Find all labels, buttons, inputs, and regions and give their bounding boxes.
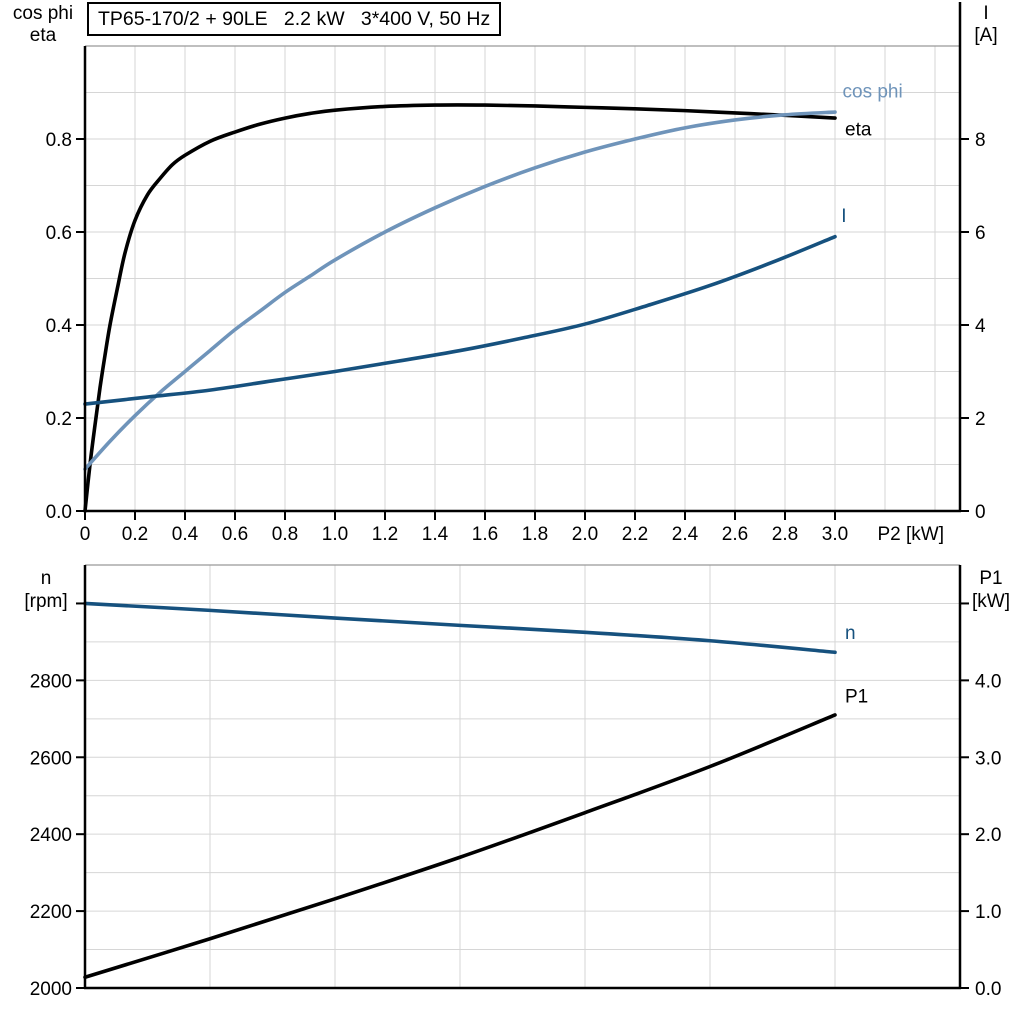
right-axis-tick-label: 1.0 bbox=[975, 902, 1001, 923]
left-axis-tick-label: 0.2 bbox=[46, 409, 72, 430]
right-axis-title-line1: I bbox=[983, 3, 989, 24]
P1-curve-label: P1 bbox=[845, 687, 868, 708]
left-axis-tick-label: 2600 bbox=[30, 748, 72, 769]
left-axis-title-line2: eta bbox=[29, 25, 57, 46]
cos-phi-curve bbox=[83, 110, 837, 471]
left-axis-tick-label: 0.8 bbox=[46, 130, 72, 151]
x-axis-tick-label: 1.6 bbox=[472, 524, 498, 545]
x-axis-title: P2 [kW] bbox=[878, 524, 945, 545]
x-axis-tick-label: 1.2 bbox=[372, 524, 398, 545]
chart-title: TP65-170/2 + 90LE 2.2 kW 3*400 V, 50 Hz bbox=[98, 7, 491, 30]
x-axis-tick-label: 0.4 bbox=[172, 524, 199, 545]
n-axis-title-line1: n bbox=[40, 568, 52, 589]
chart-title-box: TP65-170/2 + 90LE 2.2 kW 3*400 V, 50 Hz bbox=[87, 2, 502, 36]
n-curve bbox=[83, 601, 837, 655]
left-axis-tick-label: 2400 bbox=[30, 825, 72, 846]
x-axis-tick-label: 2.8 bbox=[772, 524, 798, 545]
left-axis-tick-label: 0.0 bbox=[46, 502, 72, 523]
x-axis-tick-label: 2.4 bbox=[672, 524, 699, 545]
top-chart-left-axis-title: cos phi eta bbox=[4, 3, 82, 47]
right-axis-tick-label: 4 bbox=[975, 316, 986, 337]
x-axis-tick-label: 1.4 bbox=[422, 524, 449, 545]
bottom-chart-right-axis-title: P1 [kW] bbox=[962, 567, 1020, 613]
I-curve-label: I bbox=[841, 206, 846, 227]
left-axis-title-line1: cos phi bbox=[12, 3, 74, 24]
x-axis-tick-label: 0.2 bbox=[122, 524, 148, 545]
x-axis-tick-label: 0.6 bbox=[222, 524, 248, 545]
n-axis-title-line2: [rpm] bbox=[24, 591, 68, 612]
x-axis-tick-label: 1.0 bbox=[322, 524, 348, 545]
top-chart-right-axis-title: I [A] bbox=[960, 3, 1012, 47]
left-axis-tick-label: 2000 bbox=[30, 979, 72, 1000]
x-axis-tick-label: 0 bbox=[80, 524, 91, 545]
x-axis-tick-label: 2.0 bbox=[572, 524, 598, 545]
right-axis-tick-label: 0 bbox=[975, 502, 986, 523]
n-curve-label: n bbox=[845, 623, 856, 644]
I-curve bbox=[83, 234, 837, 406]
bottom-chart-left-axis-title: n [rpm] bbox=[6, 567, 86, 613]
P1-curve bbox=[83, 713, 837, 980]
cos-phi-curve-label: cos phi bbox=[843, 82, 903, 103]
left-axis-tick-label: 2200 bbox=[30, 902, 72, 923]
left-axis-tick-label: 0.4 bbox=[46, 316, 73, 337]
right-axis-tick-label: 4.0 bbox=[975, 671, 1001, 692]
x-axis-tick-label: 1.8 bbox=[522, 524, 548, 545]
right-axis-title-line2: [A] bbox=[974, 25, 998, 46]
right-axis-tick-label: 6 bbox=[975, 223, 986, 244]
left-axis-tick-label: 0.6 bbox=[46, 223, 72, 244]
right-axis-tick-label: 2.0 bbox=[975, 825, 1001, 846]
p1-axis-title-line1: P1 bbox=[979, 568, 1003, 589]
left-axis-tick-label: 2800 bbox=[30, 671, 72, 692]
x-axis-tick-label: 0.8 bbox=[272, 524, 298, 545]
right-axis-tick-label: 2 bbox=[975, 409, 986, 430]
x-axis-tick-label: 2.2 bbox=[622, 524, 648, 545]
right-axis-tick-label: 8 bbox=[975, 130, 986, 151]
right-axis-tick-label: 3.0 bbox=[975, 748, 1001, 769]
right-axis-tick-label: 0.0 bbox=[975, 979, 1001, 1000]
p1-axis-title-line2: [kW] bbox=[972, 591, 1010, 612]
x-axis-tick-label: 2.6 bbox=[722, 524, 748, 545]
x-axis-tick-label: 3.0 bbox=[822, 524, 848, 545]
eta-curve-label: eta bbox=[845, 120, 872, 141]
eta-curve bbox=[83, 103, 837, 513]
